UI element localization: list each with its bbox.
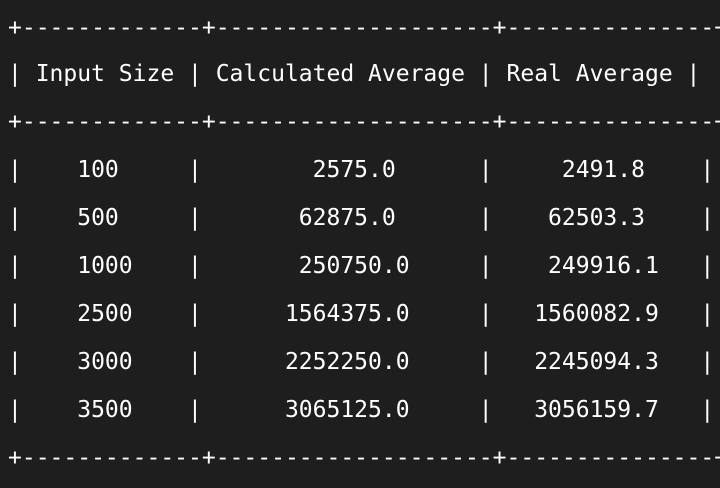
table-row: | 1000 | 250750.0 | 249916.1 | <box>8 253 715 279</box>
table-border-bottom: +-------------+--------------------+----… <box>8 445 720 471</box>
table-border-top: +-------------+--------------------+----… <box>8 15 720 41</box>
table-border-header: +-------------+--------------------+----… <box>8 109 720 135</box>
table-row: | 3500 | 3065125.0 | 3056159.7 | <box>8 397 715 423</box>
table-row: | 500 | 62875.0 | 62503.3 | <box>8 205 715 231</box>
table-row: | 3000 | 2252250.0 | 2245094.3 | <box>8 349 715 375</box>
table-row: | 100 | 2575.0 | 2491.8 | <box>8 157 715 183</box>
table-header-row: | Input Size | Calculated Average | Real… <box>8 61 701 87</box>
table-row: | 2500 | 1564375.0 | 1560082.9 | <box>8 301 715 327</box>
terminal-output: +-------------+--------------------+----… <box>8 0 720 488</box>
